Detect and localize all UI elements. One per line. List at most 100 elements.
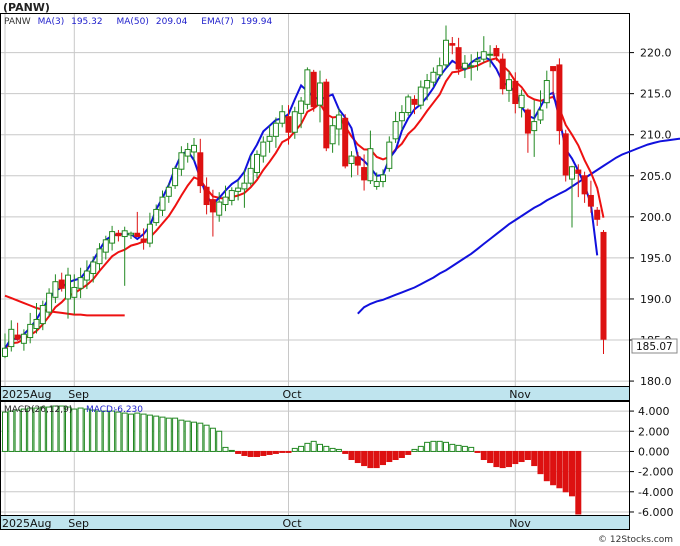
candle-body [39,305,46,325]
candle-up [191,138,197,161]
macd-bar [443,441,449,452]
candle-body [235,187,242,192]
candle-down [58,272,65,292]
date-label: Oct [283,517,303,530]
candle-up [461,55,468,79]
candle-down [354,151,361,175]
macd-bar [392,450,399,461]
candle-up [348,151,355,178]
candle-up [8,320,15,352]
candle-body [165,186,172,197]
candle-body [493,47,500,57]
candlesticks [2,25,607,359]
macd-bar [569,450,575,497]
candle-up [184,142,191,163]
candle-body [518,94,525,109]
candle-body [134,232,141,238]
macd-bar [228,449,235,452]
candle-body [304,69,311,105]
candle-body [562,133,569,176]
price-y-tick-label: 215.0 [640,88,672,101]
macd-bar [33,407,40,452]
macd-bar [46,406,53,452]
candle-down [594,206,601,226]
macd-bar [512,450,519,465]
legend-ma50-value: 209.04 [156,17,188,27]
date-label: Oct [283,388,303,401]
macd-bar [335,448,342,452]
chart-legend: PANW MA(3) 195.32 MA(50) 209.04 EMA(7) 199.94 [4,17,272,27]
macd-bar [543,450,550,482]
candle-up [405,94,412,116]
macd-bar [386,450,393,463]
legend-ema7-label: EMA(7) [201,17,233,27]
candle-up [291,106,298,139]
candle-body [121,230,128,238]
ma50-line [357,137,680,315]
candle-body [436,65,443,76]
candle-body [247,167,254,184]
candle-body [600,231,607,340]
macd-bar [203,424,210,452]
candle-body [90,261,97,274]
macd-bar [285,450,292,453]
price-y-tick-label: 220.0 [640,47,672,60]
candle-down [209,189,216,237]
candle-up [33,303,40,334]
candle-body [109,231,116,244]
candle-up [474,51,481,71]
candle-body [203,186,210,206]
candle-body [228,190,235,201]
candle-body [128,232,134,236]
macd-bar [461,445,468,452]
candle-up [228,187,235,206]
macd-bar [468,446,475,452]
macd-bar [575,450,582,515]
macd-bar [317,443,323,452]
price-y-tick-label: 195.0 [640,252,672,265]
candle-up [20,329,27,351]
macd-bar [90,409,97,452]
macd-bar [524,450,531,461]
macd-bar [65,406,71,452]
macd-bar [172,417,179,452]
candle-body [298,100,305,114]
candle-body [285,116,292,133]
candle-body [587,194,594,207]
candle-up [109,225,116,251]
candle-up [569,165,575,228]
price-panel [0,13,630,387]
ma-early-line [4,294,125,317]
candle-body [191,144,197,153]
candle-body [272,122,279,137]
candle-body [474,59,481,63]
candle-up [398,105,405,130]
candle-up [247,155,254,186]
macd-bar [184,420,191,452]
macd-bar [411,448,418,452]
price-y-tick-label: 180.0 [640,375,672,388]
candle-body [531,121,538,132]
candle-body [537,109,544,121]
last-price-tag [631,338,678,354]
candle-up [241,170,248,208]
candle-up [52,274,59,304]
candle-up [159,190,166,217]
candle-up [165,183,172,203]
candle-down [323,78,330,152]
macd-bar [455,444,462,452]
candle-up [178,146,185,176]
macd-bar [216,430,223,452]
macd-bar [96,410,103,452]
candle-up [367,130,374,184]
candle-body [417,86,424,106]
candle-up [373,172,380,190]
candle-body [27,323,34,339]
candle-body [556,64,563,132]
candle-body [455,47,462,70]
candle-body [443,39,449,66]
candle-up [480,36,487,63]
candle-body [581,175,588,195]
macd-y-tick-label: -4.000 [638,486,673,499]
